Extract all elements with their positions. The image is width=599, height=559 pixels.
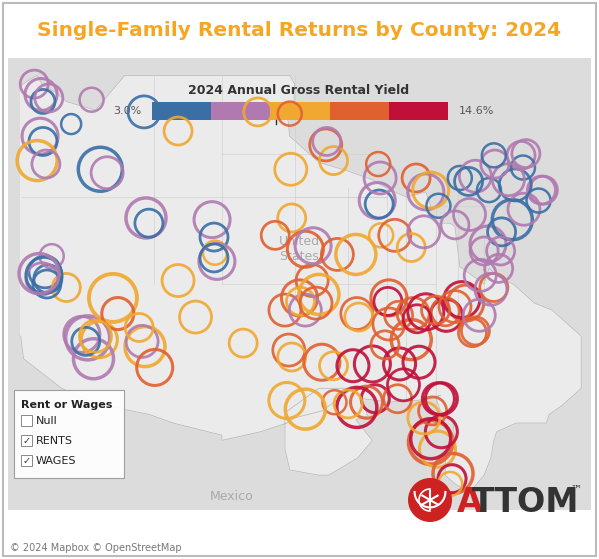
- Text: ✓: ✓: [22, 436, 31, 446]
- Text: Rent or Wages: Rent or Wages: [21, 400, 113, 410]
- Polygon shape: [20, 75, 581, 492]
- Text: ✓: ✓: [22, 456, 31, 466]
- Text: © 2024 Mapbox © OpenStreetMap: © 2024 Mapbox © OpenStreetMap: [10, 543, 181, 553]
- Text: ™: ™: [570, 485, 581, 495]
- Text: 3.0%: 3.0%: [113, 106, 141, 116]
- Text: WAGES: WAGES: [36, 456, 77, 466]
- Text: 14.6%: 14.6%: [459, 106, 494, 116]
- Bar: [14, 390, 124, 478]
- Text: RENTS: RENTS: [36, 436, 73, 446]
- Text: TTOM: TTOM: [472, 486, 579, 519]
- Bar: [152, 102, 211, 120]
- Bar: [389, 102, 448, 120]
- Text: Single-Family Rental Returns by County: 2024: Single-Family Rental Returns by County: …: [37, 21, 561, 40]
- Bar: [211, 102, 270, 120]
- Bar: [21, 455, 32, 466]
- Text: Null: Null: [36, 416, 58, 426]
- Text: United
States: United States: [279, 235, 320, 263]
- Text: 2024 Annual Gross Rental Yield: 2024 Annual Gross Rental Yield: [189, 83, 410, 97]
- Text: Mexico: Mexico: [210, 490, 253, 503]
- Bar: [21, 435, 32, 446]
- Bar: [21, 415, 32, 426]
- Bar: [270, 102, 329, 120]
- Circle shape: [408, 478, 452, 522]
- Text: A: A: [457, 486, 483, 519]
- Bar: [329, 102, 389, 120]
- Bar: [8, 58, 591, 510]
